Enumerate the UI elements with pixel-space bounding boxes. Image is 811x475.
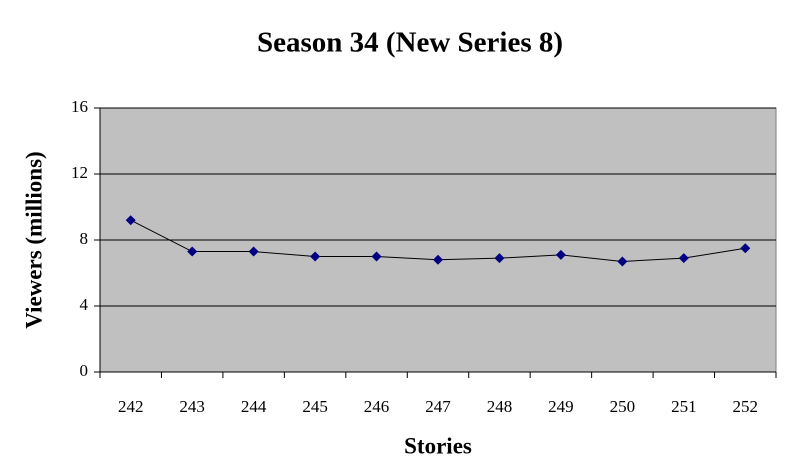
y-tick-label: 8 — [80, 229, 89, 248]
x-tick-label: 251 — [671, 397, 697, 416]
data-point — [617, 256, 628, 267]
data-point — [678, 253, 689, 264]
x-tick-label: 252 — [733, 397, 759, 416]
chart-title: Season 34 (New Series 8) — [257, 27, 563, 59]
data-point — [125, 215, 136, 226]
x-axis-label: Stories — [404, 433, 472, 458]
data-point — [740, 243, 751, 254]
x-tick-label: 248 — [487, 397, 513, 416]
data-point — [187, 246, 198, 257]
y-tick-label: 16 — [71, 97, 88, 116]
data-point — [433, 254, 443, 265]
y-axis-label: Viewers (millions) — [21, 151, 46, 328]
x-tick-label: 245 — [302, 397, 328, 416]
data-point — [494, 253, 505, 264]
x-tick-label: 249 — [548, 397, 574, 416]
x-tick-label: 250 — [610, 397, 636, 416]
y-tick-label: 4 — [80, 295, 89, 314]
data-point — [555, 249, 566, 260]
x-tick-label: 242 — [118, 397, 144, 416]
data-point — [310, 251, 321, 262]
x-tick-label: 246 — [364, 397, 390, 416]
data-point — [248, 246, 259, 257]
x-tick-label: 244 — [241, 397, 267, 416]
x-tick-label: 247 — [425, 397, 451, 416]
y-tick-label: 12 — [71, 163, 88, 182]
data-point — [371, 251, 382, 262]
y-tick-label: 0 — [80, 361, 89, 380]
x-tick-label: 243 — [179, 397, 205, 416]
